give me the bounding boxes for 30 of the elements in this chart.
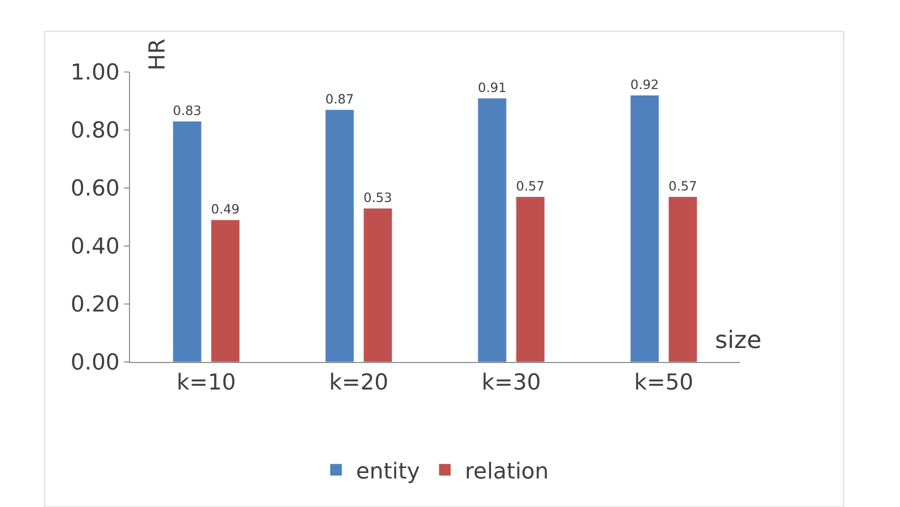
x-tick-label: k=30 [482, 370, 541, 396]
y-tick-label: 1.00 [70, 60, 120, 86]
bar [516, 196, 545, 362]
y-tick-label: 0.60 [70, 176, 120, 202]
y-tick-label: 0.40 [70, 234, 120, 260]
y-tick-label: 0.00 [70, 350, 120, 376]
x-axis-title: size [715, 326, 762, 354]
data-label: 0.53 [364, 191, 392, 206]
data-label: 0.91 [478, 80, 506, 96]
x-tick-label: k=10 [176, 370, 236, 396]
bar [630, 94, 660, 362]
bar [478, 98, 507, 362]
data-label: 0.57 [516, 179, 545, 194]
bar [325, 109, 354, 362]
data-label: 0.83 [172, 104, 202, 120]
bar [363, 208, 392, 362]
data-label: 0.57 [668, 179, 698, 194]
legend-label: relation [464, 459, 549, 484]
legend-label: entity [356, 459, 420, 484]
x-tick-label: k=20 [329, 370, 388, 396]
data-label: 0.49 [211, 202, 240, 218]
bar [210, 220, 240, 362]
x-tick-label: k=50 [634, 370, 694, 396]
y-tick-label: 0.80 [70, 118, 120, 144]
bar [668, 196, 698, 362]
data-label: 0.87 [325, 92, 354, 108]
bar [172, 121, 202, 362]
y-axis-title: HR [145, 38, 170, 70]
y-tick-label: 0.20 [70, 292, 120, 318]
data-label: 0.92 [630, 78, 659, 93]
